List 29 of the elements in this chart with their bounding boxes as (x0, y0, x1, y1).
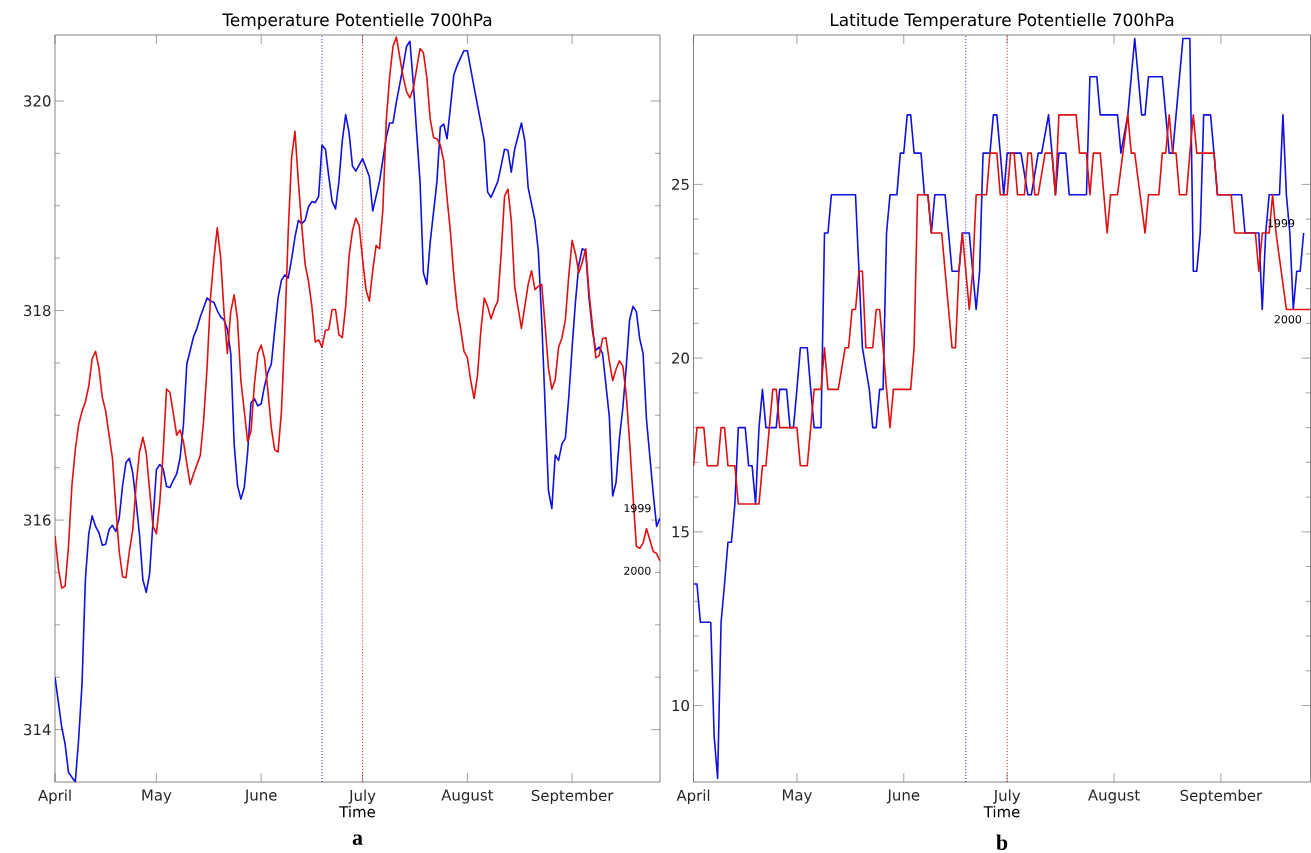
x-tick-label: July (992, 789, 1021, 804)
y-tick-label: 10 (672, 699, 689, 712)
x-tick-label: June (244, 789, 277, 804)
chart-title: Temperature Potentielle 700hPa (222, 13, 492, 30)
y-tick-label: 320 (24, 95, 51, 107)
x-tick-label: September (1180, 789, 1263, 804)
x-tick-label: April (38, 789, 71, 804)
x-tick-label: May (142, 789, 172, 804)
series-label: 2000 (624, 566, 651, 575)
x-tick-label: July (348, 789, 376, 804)
y-tick-label: 20 (672, 352, 689, 364)
x-tick-label: September (531, 789, 614, 804)
y-tick-label: 314 (24, 723, 51, 736)
y-tick-label: 318 (24, 304, 51, 317)
chart-title: Latitude Temperature Potentielle 700hPa (830, 13, 1174, 30)
x-axis-title: Time (339, 805, 375, 818)
x-tick-label: April (676, 789, 710, 804)
x-tick-label: June (886, 789, 920, 804)
y-tick-label: 25 (672, 178, 689, 191)
y-tick-label: 15 (672, 526, 689, 538)
text: a (352, 834, 363, 846)
x-tick-label: May (782, 789, 812, 804)
y-tick-label: 316 (24, 514, 51, 526)
x-axis-title: Time (983, 805, 1020, 818)
text: b (996, 834, 1008, 850)
line-series (693, 114, 1311, 505)
x-tick-label: August (1088, 789, 1140, 804)
x-tick-label: August (441, 789, 494, 804)
series-label: 2000 (1274, 315, 1302, 324)
